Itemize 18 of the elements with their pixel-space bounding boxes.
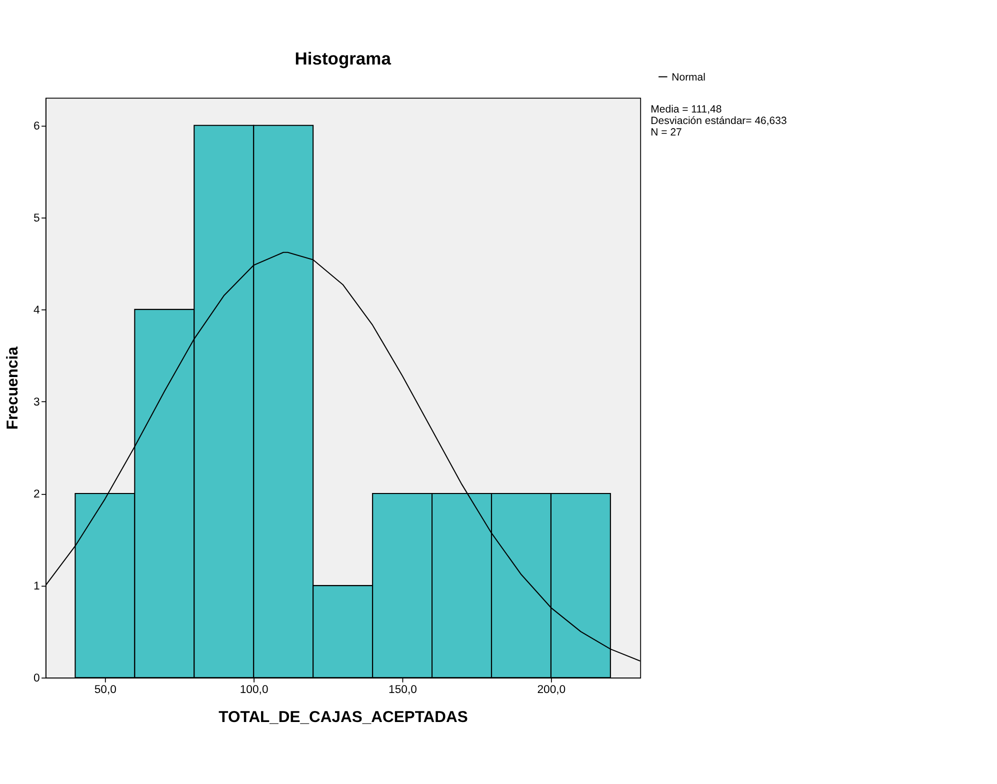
x-tick-label: 100,0 — [240, 684, 268, 696]
x-axis-title: TOTAL_DE_CAJAS_ACEPTADAS — [218, 708, 468, 726]
y-tick-label: 1 — [33, 580, 40, 593]
text: Desviación estándar= 46,633 — [650, 116, 787, 128]
chart-title: Histograma — [294, 48, 392, 69]
text: N = 27 — [650, 127, 682, 138]
x-tick-label: 50,0 — [94, 684, 116, 696]
y-tick-label: 4 — [33, 304, 40, 316]
y-tick-label: 5 — [33, 212, 40, 224]
y-tick-label: 6 — [33, 120, 40, 132]
legend-label: Normal — [672, 72, 706, 84]
text: Media = 111,48 — [650, 104, 722, 116]
y-axis-title: Frecuencia — [4, 346, 22, 430]
y-tick-label: 3 — [33, 396, 40, 408]
x-tick-label: 200,0 — [537, 684, 566, 696]
y-tick-label: 2 — [33, 488, 40, 500]
y-tick-label: 0 — [33, 672, 40, 685]
x-tick-label: 150,0 — [388, 684, 417, 696]
